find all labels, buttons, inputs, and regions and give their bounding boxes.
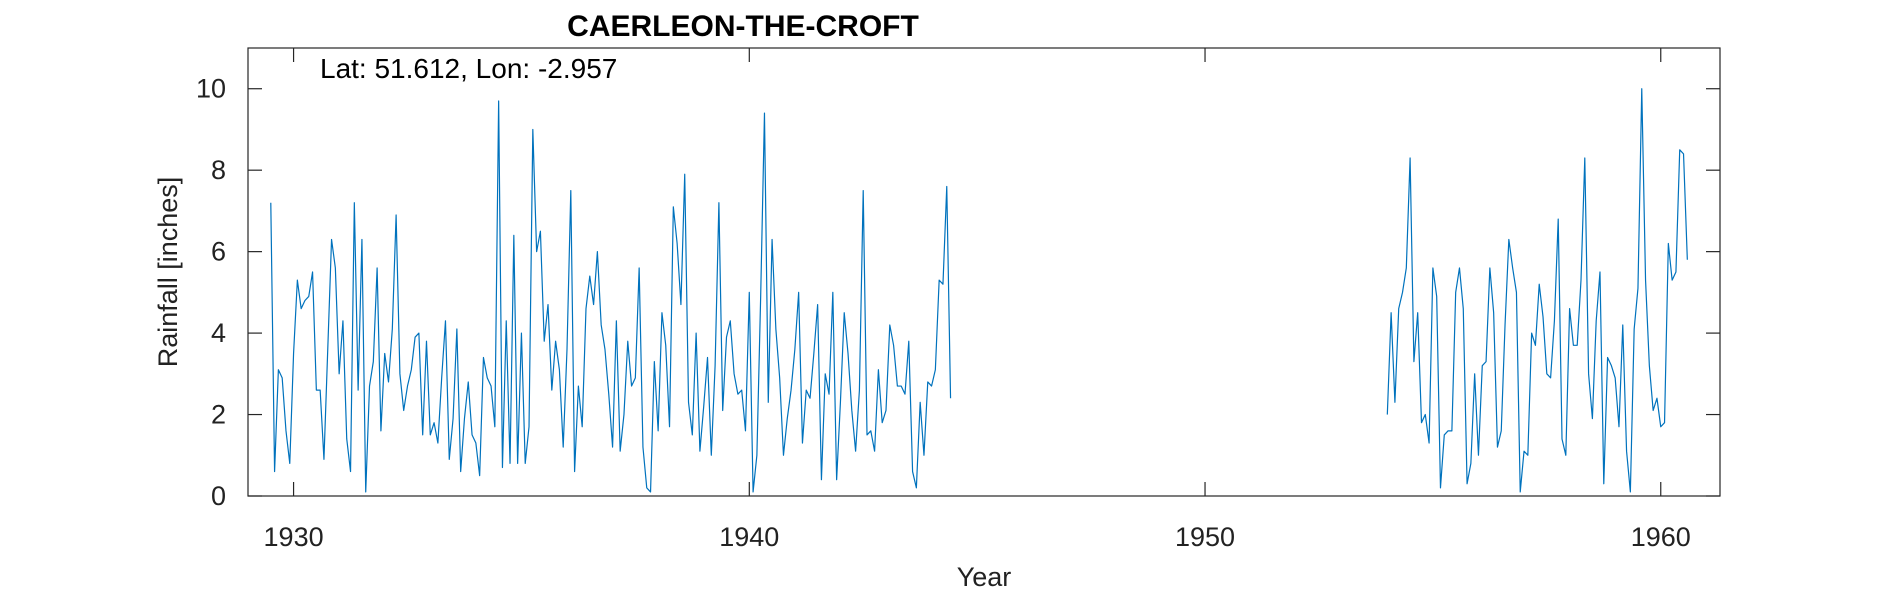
x-tick-label: 1950 — [1175, 522, 1235, 552]
y-tick-label: 6 — [211, 237, 226, 267]
x-axis-label: Year — [957, 562, 1012, 591]
y-tick-label: 2 — [211, 400, 226, 430]
series-lines — [270, 88, 1688, 493]
y-axis: 0 2 4 6 8 10 — [196, 74, 1720, 511]
y-tick-label: 8 — [211, 155, 226, 185]
y-tick-label: 4 — [211, 318, 226, 348]
x-tick-label: 1940 — [719, 522, 779, 552]
station-location-label: Lat: 51.612, Lon: -2.957 — [320, 53, 617, 84]
y-axis-label: Rainfall [inches] — [153, 177, 183, 368]
plot-frame — [247, 47, 1721, 497]
y-tick-label: 10 — [196, 74, 226, 104]
y-tick-label: 0 — [211, 481, 226, 511]
rainfall-series-line — [270, 100, 952, 493]
x-axis: 1930 1940 1950 1960 — [264, 48, 1691, 552]
rainfall-series-line — [1386, 88, 1688, 493]
x-tick-label: 1960 — [1631, 522, 1691, 552]
x-tick-label: 1930 — [264, 522, 324, 552]
chart-title: CAERLEON-THE-CROFT — [567, 10, 919, 43]
